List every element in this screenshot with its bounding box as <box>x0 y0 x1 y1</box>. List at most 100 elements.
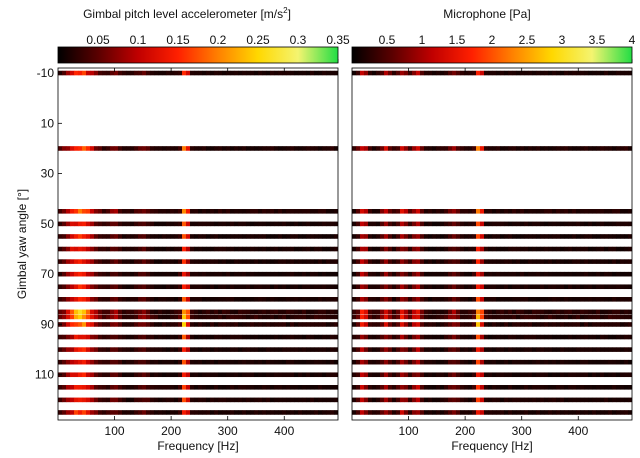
heatmap-cell <box>130 410 135 415</box>
heatmap-cell <box>484 271 489 277</box>
heatmap-cell <box>528 70 533 76</box>
heatmap-cell <box>352 314 357 320</box>
heatmap-cell <box>174 314 179 320</box>
heatmap-cell <box>114 334 119 340</box>
heatmap-cell <box>194 309 199 315</box>
heatmap-cell <box>500 234 505 239</box>
heatmap-cell <box>130 246 135 252</box>
heatmap-cell <box>226 309 231 315</box>
heatmap-cell <box>488 284 493 290</box>
heatmap-cell <box>492 372 497 378</box>
heatmap-cell <box>218 372 223 378</box>
heatmap-cell <box>404 246 409 252</box>
x-tick-label: 400 <box>568 424 588 438</box>
heatmap-cell <box>210 359 215 365</box>
heatmap-cell <box>146 246 151 252</box>
heatmap-cell <box>274 322 279 327</box>
heatmap-cell <box>592 271 597 277</box>
heatmap-cell <box>448 234 453 239</box>
heatmap-cell <box>90 372 95 378</box>
heatmap-cell <box>106 209 111 214</box>
heatmap-cell <box>508 146 513 151</box>
heatmap-cell <box>620 209 625 214</box>
heatmap-cell <box>142 372 147 378</box>
heatmap-cell <box>444 271 449 277</box>
heatmap-cell <box>314 246 319 252</box>
heatmap-cell <box>134 314 139 320</box>
heatmap-cell <box>444 221 449 227</box>
heatmap-cell <box>142 221 147 227</box>
heatmap-cell <box>110 209 115 214</box>
heatmap-cell <box>400 322 405 327</box>
heatmap-cell <box>198 334 203 340</box>
heatmap-cell <box>504 246 509 252</box>
heatmap-row <box>352 334 632 340</box>
heatmap-cell <box>436 209 441 214</box>
heatmap-cell <box>364 297 369 302</box>
heatmap-cell <box>106 397 111 403</box>
heatmap-row <box>58 347 338 352</box>
heatmap-cell <box>600 372 605 378</box>
heatmap-cell <box>206 410 211 415</box>
heatmap-cell <box>194 234 199 239</box>
heatmap-cell <box>66 271 71 277</box>
heatmap-cell <box>186 70 191 76</box>
heatmap-cell <box>286 284 291 290</box>
heatmap-cell <box>282 314 287 320</box>
heatmap-cell <box>102 297 107 302</box>
heatmap-cell <box>564 322 569 327</box>
heatmap-cell <box>460 309 465 315</box>
heatmap-cell <box>138 385 143 390</box>
heatmap-cell <box>110 146 115 151</box>
heatmap-cell <box>480 322 485 327</box>
heatmap-cell <box>596 209 601 214</box>
heatmap-cell <box>396 410 401 415</box>
heatmap-cell <box>202 259 207 264</box>
heatmap-cell <box>62 347 67 352</box>
heatmap-cell <box>214 209 219 214</box>
heatmap-cell <box>612 234 617 239</box>
heatmap-cell <box>568 234 573 239</box>
heatmap-cell <box>516 322 521 327</box>
heatmap-cell <box>182 372 187 378</box>
heatmap-cell <box>596 259 601 264</box>
heatmap-cell <box>318 146 323 151</box>
heatmap-cell <box>98 246 103 252</box>
heatmap-cell <box>396 209 401 214</box>
heatmap-cell <box>170 209 175 214</box>
heatmap-cell <box>318 359 323 365</box>
heatmap-cell <box>62 246 67 252</box>
heatmap-cell <box>444 70 449 76</box>
heatmap-cell <box>440 385 445 390</box>
heatmap-cell <box>568 146 573 151</box>
heatmap-cell <box>476 314 481 320</box>
heatmap-cell <box>190 271 195 277</box>
heatmap-cell <box>90 246 95 252</box>
heatmap-cell <box>428 322 433 327</box>
heatmap-cell <box>416 372 421 378</box>
heatmap-cell <box>254 209 259 214</box>
heatmap-cell <box>142 359 147 365</box>
heatmap-cell <box>444 314 449 320</box>
heatmap-cell <box>306 146 311 151</box>
heatmap-cell <box>508 385 513 390</box>
heatmap-cell <box>588 209 593 214</box>
heatmap-cell <box>178 221 183 227</box>
heatmap-cell <box>202 334 207 340</box>
heatmap-rows <box>58 70 338 415</box>
heatmap-cell <box>628 322 632 327</box>
heatmap-cell <box>110 410 115 415</box>
heatmap-cell <box>388 397 393 403</box>
heatmap-cell <box>62 334 67 340</box>
heatmap-cell <box>74 372 79 378</box>
heatmap-cell <box>198 284 203 290</box>
heatmap-cell <box>520 297 525 302</box>
heatmap-cell <box>262 297 267 302</box>
heatmap-cell <box>420 397 425 403</box>
heatmap-cell <box>408 234 413 239</box>
heatmap-cell <box>82 297 87 302</box>
heatmap-cell <box>158 271 163 277</box>
heatmap-cell <box>310 297 315 302</box>
heatmap-cell <box>66 397 71 403</box>
heatmap-cell <box>314 334 319 340</box>
